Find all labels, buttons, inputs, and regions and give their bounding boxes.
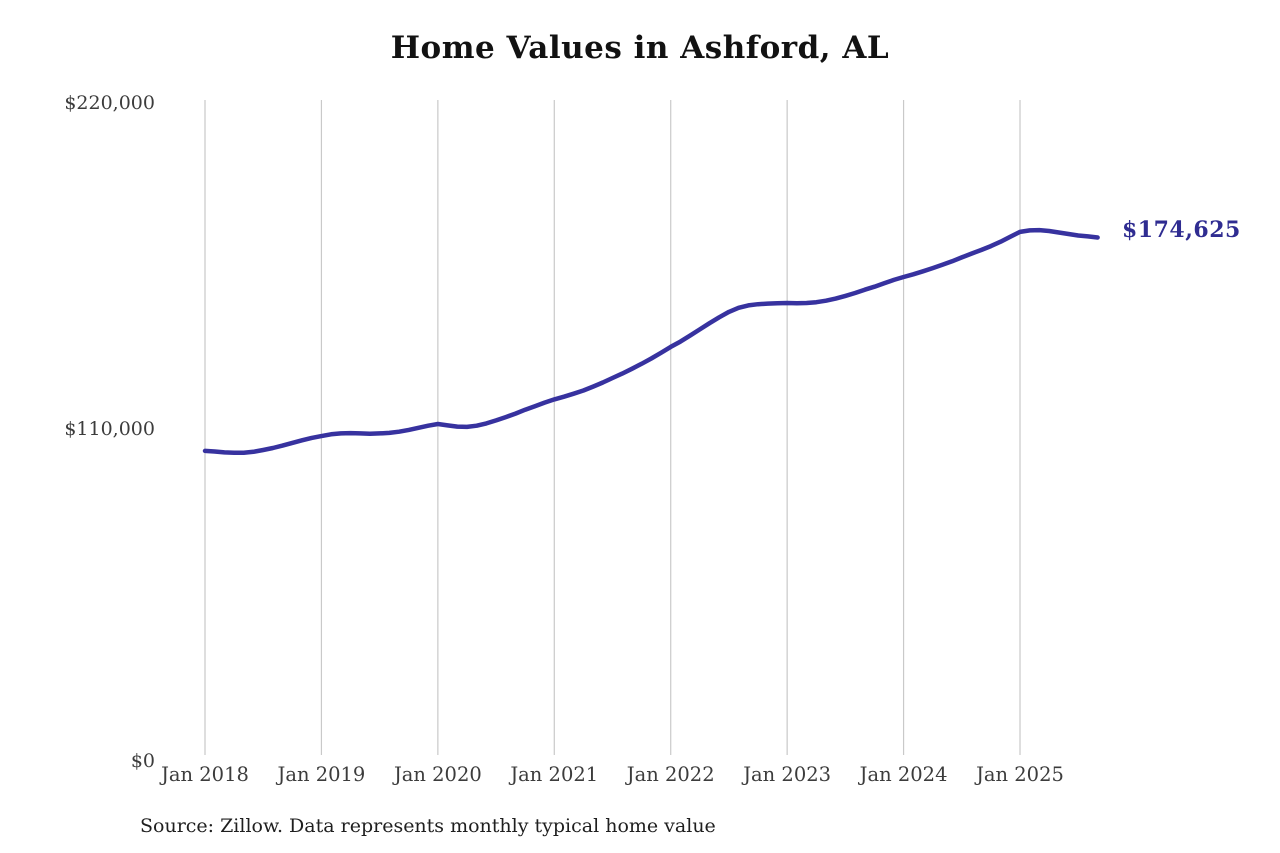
y-tick-label: $0 [130,750,155,772]
x-tick-label: Jan 2022 [626,763,715,786]
source-note: Source: Zillow. Data represents monthly … [140,815,716,837]
home-value-series-line [202,227,1100,455]
x-tick-label: Jan 2019 [277,763,366,786]
x-tick-label: Jan 2018 [161,763,249,786]
x-tick-label: Jan 2020 [393,763,482,786]
chart-title: Home Values in Ashford, AL [390,30,890,66]
end-value-annotation: $174,625 [1122,217,1241,243]
x-tick-label: Jan 2023 [743,763,832,786]
x-tick-label: Jan 2024 [859,763,948,786]
y-tick-label: $220,000 [64,92,155,114]
x-tick-label: Jan 2025 [976,763,1064,786]
x-tick-label: Jan 2021 [510,763,599,786]
y-tick-label: $110,000 [64,418,155,440]
